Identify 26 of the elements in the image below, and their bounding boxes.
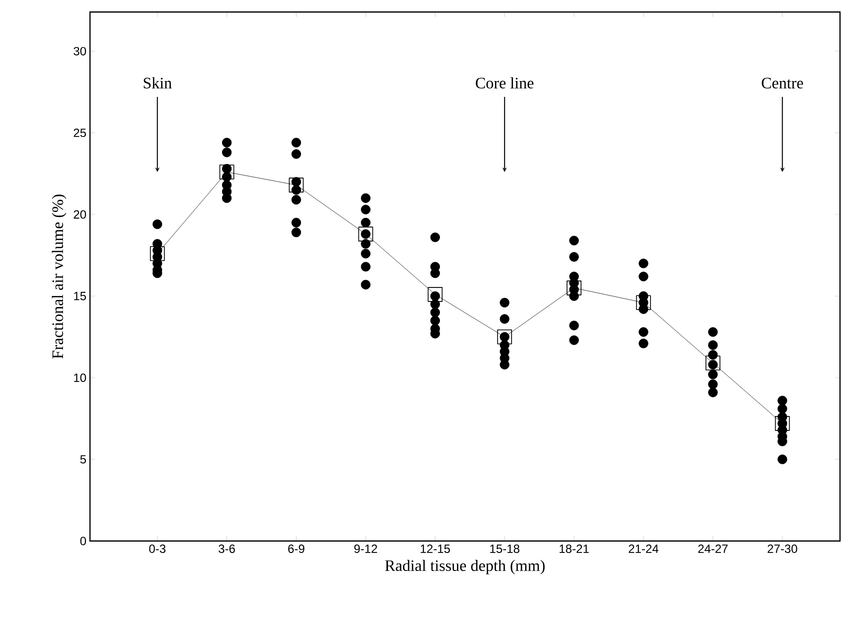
y-tick-label: 0 xyxy=(80,536,86,546)
y-tick-label: 10 xyxy=(74,373,86,382)
point xyxy=(428,287,443,302)
x-tick-label: 15-18 xyxy=(490,544,520,553)
point xyxy=(150,246,165,262)
x-tick-label: 9-12 xyxy=(354,544,378,553)
y-tick-label: 20 xyxy=(74,210,86,219)
x-tick-label: 27-30 xyxy=(768,544,798,553)
annotation: Skin xyxy=(144,77,172,88)
point xyxy=(497,330,512,344)
x-tick-label: 6-9 xyxy=(288,544,304,553)
x-tick-label: 18-21 xyxy=(560,544,589,553)
y-axis-title: Fractional air volume (%) xyxy=(52,194,66,359)
x-tick-label: 21-24 xyxy=(628,544,658,553)
y-tick-label: 15 xyxy=(74,292,86,300)
x-tick-label: 3-6 xyxy=(218,544,235,553)
annotation: Centre xyxy=(762,78,804,88)
x-tick-label: 24-27 xyxy=(698,544,728,553)
x-axis-title: Radial tissue depth (mm) xyxy=(385,560,545,574)
annotation: Core line xyxy=(476,77,534,88)
x-tick-label: 0-3 xyxy=(149,544,166,553)
point xyxy=(706,356,720,370)
y-tick-label: 25 xyxy=(74,128,86,138)
y-tick-label: 5 xyxy=(80,455,86,464)
x-tick-label: 12-15 xyxy=(420,544,450,553)
y-tick-label: 30 xyxy=(74,46,86,56)
